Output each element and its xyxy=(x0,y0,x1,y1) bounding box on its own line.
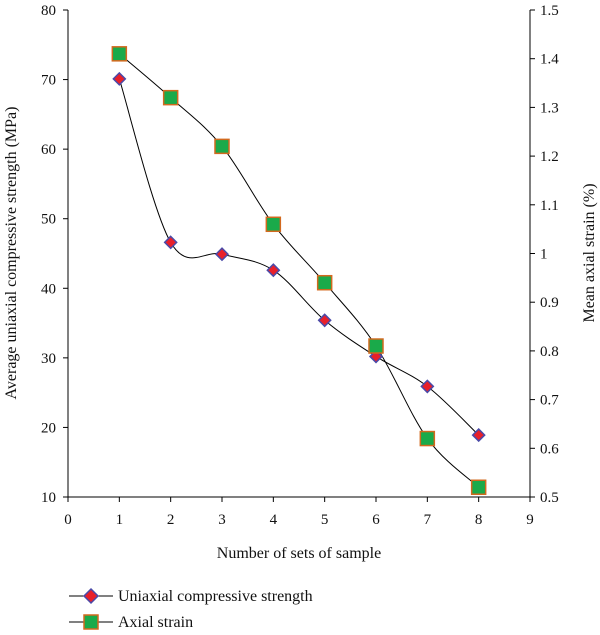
ucs-point xyxy=(112,71,127,86)
legend-marker-diamond xyxy=(82,587,100,605)
axial-strain-point xyxy=(368,338,384,354)
ucs-point xyxy=(163,235,178,250)
x-axis-title: Number of sets of sample xyxy=(217,545,381,562)
series-line-1 xyxy=(119,53,480,488)
y-axis-left-title: Average uniaxial compressive strength (M… xyxy=(3,107,20,400)
axial-strain-point xyxy=(316,274,333,291)
axial-strain-point xyxy=(419,430,436,447)
ucs-point xyxy=(420,379,435,394)
x-tick-label: 1 xyxy=(116,512,124,528)
x-tick-label: 5 xyxy=(321,512,329,528)
series-line-0 xyxy=(118,78,480,436)
axial-strain-point xyxy=(111,46,128,62)
legend-item-axial-strain: Axial strain xyxy=(69,614,193,631)
legend-label-ucs: Uniaxial compressive strength xyxy=(118,588,313,605)
y-axis-left-ticks: 10 20 30 40 50 60 70 80 xyxy=(41,3,68,506)
y-axis-right-ticks: 0.5 0.6 0.7 0.8 0.9 1 1.1 1.2 1.3 1.4 1.5 xyxy=(530,3,559,506)
legend-item-uniaxial-compressive-strength: Uniaxial compressive strength xyxy=(69,587,313,605)
ucs-point xyxy=(266,263,281,278)
x-tick-label: 4 xyxy=(270,512,278,528)
y-right-tick-label: 1.2 xyxy=(540,149,559,165)
x-tick-label: 8 xyxy=(475,512,483,528)
y-right-tick-label: 1.4 xyxy=(540,52,559,68)
ucs-point xyxy=(214,247,230,262)
y-right-tick-label: 0.8 xyxy=(540,344,559,360)
x-tick-label: 6 xyxy=(372,512,380,528)
y-right-tick-label: 0.5 xyxy=(540,490,559,506)
axial-strain-point xyxy=(265,216,282,233)
y-left-tick-label: 30 xyxy=(41,351,56,367)
y-left-tick-label: 20 xyxy=(41,420,56,436)
legend-label-axial-strain: Axial strain xyxy=(118,614,193,631)
y-right-tick-label: 1.5 xyxy=(540,3,559,19)
y-left-tick-label: 50 xyxy=(41,212,56,228)
axial-strain-point xyxy=(162,89,179,106)
y-right-tick-label: 1 xyxy=(540,247,548,263)
y-right-tick-label: 1.1 xyxy=(540,198,559,214)
legend-marker-square xyxy=(83,614,99,630)
y-left-tick-label: 40 xyxy=(41,281,56,297)
axial-strain-point xyxy=(214,138,230,155)
ucs-point xyxy=(317,313,332,328)
legend: Uniaxial compressive strength Axial stra… xyxy=(69,587,313,631)
x-axis-ticks: 0 1 2 3 4 5 6 7 8 9 xyxy=(64,497,534,528)
ucs-point xyxy=(471,428,486,443)
y-right-tick-label: 1.3 xyxy=(540,100,559,116)
y-left-tick-label: 60 xyxy=(41,142,56,158)
axial-strain-point xyxy=(470,479,487,496)
x-tick-label: 2 xyxy=(167,512,175,528)
y-right-tick-label: 0.6 xyxy=(540,441,559,457)
y-right-tick-label: 0.7 xyxy=(540,393,559,409)
x-tick-label: 0 xyxy=(64,512,72,528)
x-tick-label: 3 xyxy=(218,512,226,528)
y-left-tick-label: 80 xyxy=(41,3,56,19)
series-layer xyxy=(111,46,487,496)
y-left-tick-label: 70 xyxy=(41,73,56,89)
x-tick-label: 7 xyxy=(424,512,432,528)
x-tick-label: 9 xyxy=(526,512,534,528)
y-right-tick-label: 0.9 xyxy=(540,295,559,311)
y-axis-right-title: Mean axial strain (%) xyxy=(581,183,598,322)
y-left-tick-label: 10 xyxy=(41,490,56,506)
